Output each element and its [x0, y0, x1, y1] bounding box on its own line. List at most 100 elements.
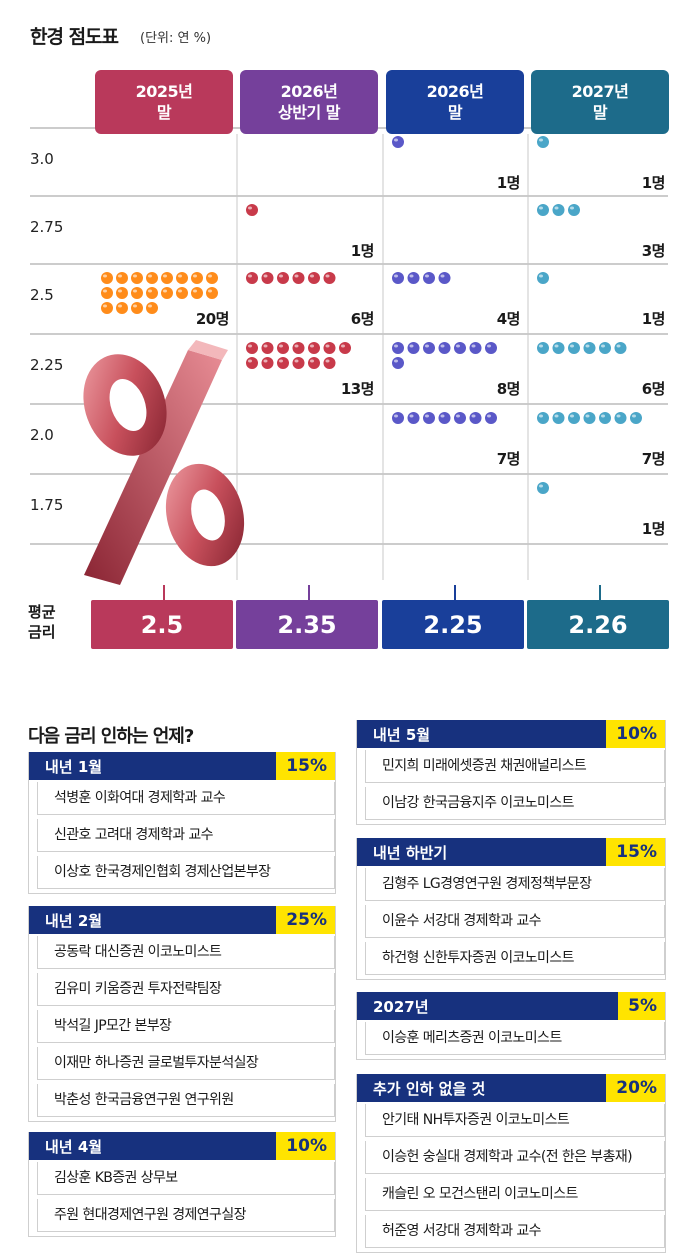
dot-mark	[423, 412, 435, 424]
dot-mark	[537, 482, 549, 494]
dot-highlight	[294, 344, 299, 348]
rate-tick-label: 2.75	[30, 218, 64, 236]
dot-mark	[323, 272, 336, 284]
survey-group-header: 내년 4월 10%	[29, 1132, 335, 1160]
dot-mark	[568, 342, 580, 354]
dot-highlight	[103, 274, 107, 278]
average-pointer	[163, 585, 165, 601]
count-label: 4명	[496, 310, 521, 328]
dot-highlight	[310, 274, 314, 278]
dot-highlight	[103, 304, 107, 308]
dot-mark	[101, 287, 113, 299]
dot-highlight	[409, 274, 414, 278]
survey-group: 내년 2월 25% 공동락 대신증권 이코노미스트 김유미 키움증권 투자전략팀장 박석…	[28, 906, 336, 1122]
survey-respondent: 주원 현대경제연구원 경제연구실장	[37, 1199, 335, 1232]
dot-mark	[614, 342, 627, 354]
survey-respondent: 신관호 고려대 경제학과 교수	[37, 819, 335, 852]
dot-mark	[583, 342, 596, 354]
dot-mark	[277, 272, 289, 284]
dot-mark	[246, 272, 258, 284]
survey-respondent: 캐슬린 오 모건스탠리 이코노미스트	[365, 1178, 665, 1211]
survey-group-percent: 15%	[606, 838, 665, 866]
dot-mark	[191, 287, 203, 299]
average-rate-value: 2.26	[527, 600, 669, 649]
count-label: 1명	[641, 520, 666, 538]
dot-mark	[552, 412, 565, 424]
survey-group-percent: 15%	[276, 752, 335, 780]
dot-mark	[191, 272, 203, 284]
dot-mark	[261, 357, 274, 369]
dot-mark	[438, 412, 451, 424]
survey-group-label: 내년 5월	[373, 725, 431, 744]
dot-highlight	[248, 359, 252, 363]
dot-highlight	[178, 274, 182, 278]
dot-mark	[176, 287, 188, 299]
survey-group-percent: 10%	[606, 720, 665, 748]
dot-mark	[537, 412, 549, 424]
dot-highlight	[539, 206, 543, 210]
average-pointer	[454, 585, 456, 601]
dot-highlight	[570, 206, 574, 210]
survey-group: 내년 1월 15% 석병훈 이화여대 경제학과 교수 신관호 고려대 경제학과 교수 이…	[28, 752, 336, 894]
dot-mark	[146, 272, 158, 284]
average-rate-label: 평균 금리	[28, 603, 56, 641]
dot-mark	[131, 287, 143, 299]
survey-group-header: 내년 5월 10%	[357, 720, 665, 748]
count-label: 7명	[641, 450, 666, 468]
dot-highlight	[310, 344, 314, 348]
survey-respondent: 공동락 대신증권 이코노미스트	[37, 936, 335, 969]
dot-mark	[161, 272, 173, 284]
dot-highlight	[471, 414, 476, 418]
dot-mark	[469, 342, 482, 354]
dot-highlight	[133, 304, 137, 308]
dot-mark	[116, 272, 128, 284]
survey-group-label: 내년 2월	[45, 911, 103, 930]
survey-respondent: 석병훈 이화여대 경제학과 교수	[37, 782, 335, 815]
dot-highlight	[118, 274, 122, 278]
dot-highlight	[103, 289, 107, 293]
dot-highlight	[425, 344, 429, 348]
survey-respondent: 안기태 NH투자증권 이코노미스트	[365, 1104, 665, 1137]
dot-highlight	[394, 359, 398, 363]
dot-highlight	[148, 304, 152, 308]
rate-tick-label: 2.0	[30, 426, 54, 444]
dot-highlight	[554, 206, 559, 210]
survey-respondent: 이윤수 서강대 경제학과 교수	[365, 905, 665, 938]
dot-highlight	[193, 274, 197, 278]
survey-group-label: 내년 4월	[45, 1137, 103, 1156]
dot-mark	[277, 357, 289, 369]
dot-mark	[392, 357, 404, 369]
count-label: 1명	[641, 174, 666, 192]
dot-highlight	[601, 344, 605, 348]
dot-mark	[246, 342, 258, 354]
dot-mark	[101, 302, 113, 314]
rate-tick-label: 2.25	[30, 356, 64, 374]
dot-mark	[323, 342, 336, 354]
dot-highlight	[133, 274, 137, 278]
survey-group-percent: 5%	[618, 992, 665, 1020]
dot-mark	[630, 412, 642, 424]
dot-mark	[206, 272, 218, 284]
dot-highlight	[570, 344, 574, 348]
survey-respondent: 허준영 서강대 경제학과 교수	[365, 1215, 665, 1248]
dot-highlight	[601, 414, 605, 418]
dot-highlight	[208, 289, 212, 293]
dot-highlight	[471, 344, 476, 348]
dot-mark	[116, 287, 128, 299]
dot-highlight	[310, 359, 314, 363]
survey-group-percent: 20%	[606, 1074, 665, 1102]
dot-highlight	[440, 274, 445, 278]
chart-unit: (단위: 연 %)	[140, 31, 212, 46]
dot-highlight	[193, 289, 197, 293]
dot-mark	[323, 357, 336, 369]
dot-highlight	[539, 344, 543, 348]
dot-highlight	[440, 414, 445, 418]
dot-highlight	[294, 359, 299, 363]
column-header: 2027년 말	[531, 70, 669, 134]
average-rate-value: 2.35	[236, 600, 378, 649]
dot-mark	[246, 204, 258, 216]
survey-respondent: 이승훈 메리츠증권 이코노미스트	[365, 1022, 665, 1055]
count-label: 1명	[350, 242, 375, 260]
dot-mark	[206, 287, 218, 299]
dot-highlight	[248, 274, 252, 278]
